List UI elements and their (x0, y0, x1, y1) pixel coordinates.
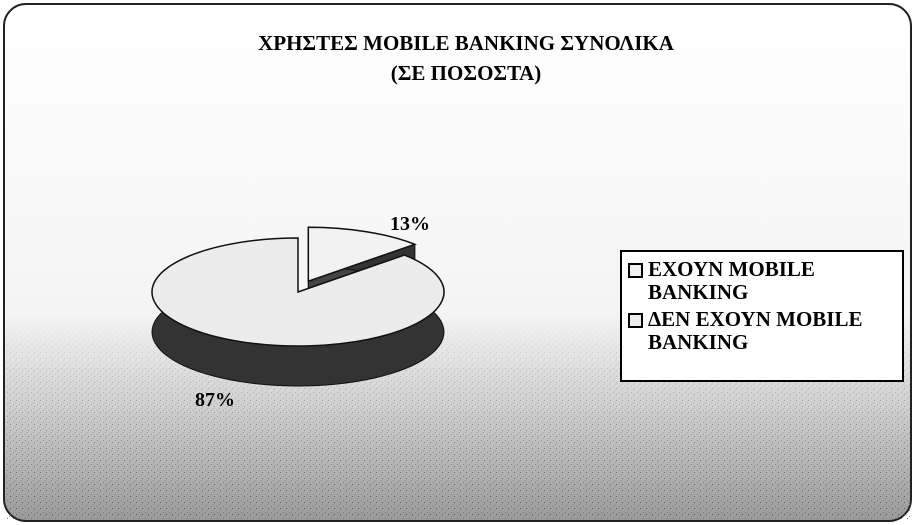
pie-slice (151, 237, 445, 347)
chart-subtitle: (ΣΕ ΠΟΣΟΣΤΑ) (391, 61, 542, 85)
legend-item: ΔΕΝ ΕΧΟΥΝ MOBILE BANKING (628, 308, 896, 354)
data-label: 87% (195, 389, 235, 411)
legend-swatch (628, 313, 643, 328)
legend-label: ΔΕΝ ΕΧΟΥΝ MOBILE BANKING (648, 307, 863, 354)
legend-label: ΕΧΟΥΝ MOBILE BANKING (648, 257, 815, 304)
chart-title: ΧΡΗΣΤΕΣ MOBILE BANKING ΣΥΝΟΛΙΚΑ (258, 31, 675, 55)
pie-slice (307, 226, 417, 283)
legend-swatch (628, 263, 643, 278)
data-label: 13% (390, 213, 430, 235)
legend-item: ΕΧΟΥΝ MOBILE BANKING (628, 258, 896, 304)
legend: ΕΧΟΥΝ MOBILE BANKING ΔΕΝ ΕΧΟΥΝ MOBILE BAN… (620, 250, 904, 382)
